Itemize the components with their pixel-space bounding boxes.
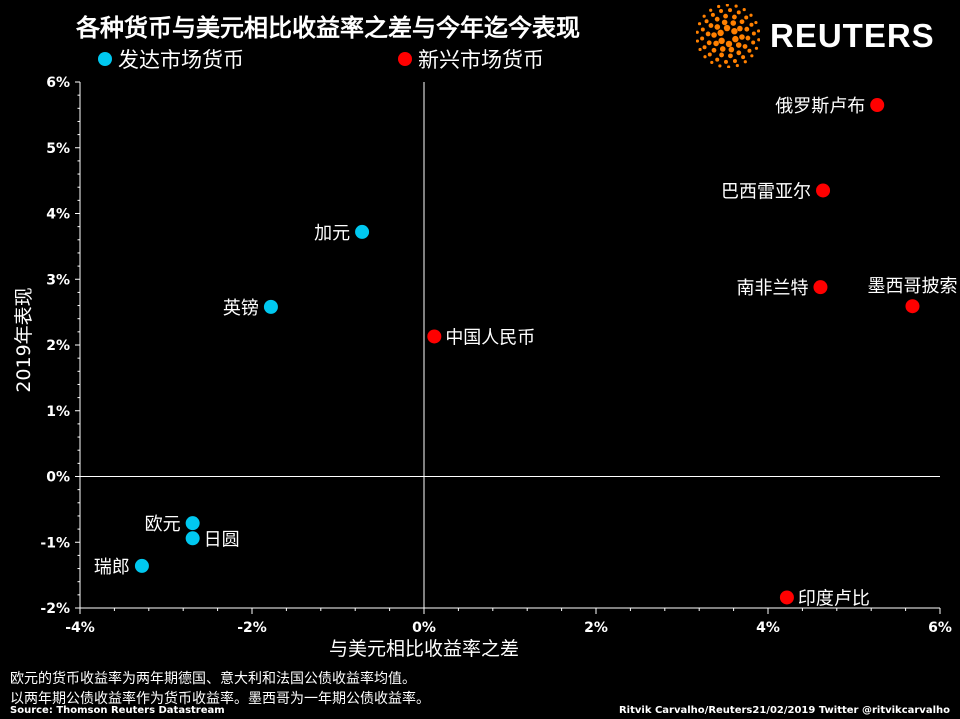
legend-dot-developed (98, 52, 112, 66)
y-tick-label: 3% (46, 272, 70, 288)
reuters-logo: REUTERS (696, 4, 935, 68)
data-point-label: 瑞郎 (94, 557, 130, 578)
data-point (263, 299, 278, 314)
data-point (816, 183, 831, 198)
data-point (870, 98, 885, 113)
chart-title: 各种货币与美元相比收益率之差与今年迄今表现 (76, 14, 580, 42)
y-tick-label: 0% (46, 470, 70, 486)
data-point-label: 印度卢比 (798, 588, 870, 609)
data-point (134, 558, 149, 573)
legend-label-emerging: 新兴市场货币 (418, 48, 544, 72)
y-tick-label: 6% (46, 75, 70, 91)
data-point-label: 英镑 (223, 298, 259, 319)
legend-item-emerging: 新兴市场货币 (398, 44, 544, 74)
data-point-label: 中国人民币 (445, 327, 535, 348)
data-point-label: 巴西雷亚尔 (721, 181, 811, 202)
x-tick-label: -4% (65, 620, 95, 636)
data-point (779, 590, 794, 605)
data-point (427, 329, 442, 344)
x-tick-label: 6% (928, 620, 952, 636)
footnote-1: 欧元的货币收益率为两年期德国、意大利和法国公债收益率均值。 (10, 671, 416, 687)
x-tick-label: -2% (237, 620, 267, 636)
data-point (185, 531, 200, 546)
legend-dot-emerging (398, 52, 412, 66)
data-point (185, 516, 200, 531)
source-note: Source: Thomson Reuters Datastream (10, 705, 225, 716)
data-point-label: 俄罗斯卢布 (775, 96, 865, 117)
brand-name: REUTERS (770, 17, 935, 54)
legend-item-developed: 发达市场货币 (98, 44, 244, 74)
data-point-label: 日圆 (204, 529, 240, 550)
data-point-label: 欧元 (145, 514, 181, 535)
data-point-label: 加元 (314, 223, 350, 244)
data-point-label: 墨西哥披索 (867, 276, 957, 297)
legend-label-developed: 发达市场货币 (118, 48, 244, 72)
data-point (813, 280, 828, 295)
footnote-2: 以两年期公债收益率作为货币收益率。墨西哥为一年期公债收益率。 (10, 691, 430, 707)
data-point-label: 南非兰特 (736, 278, 808, 299)
x-tick-label: 0% (412, 620, 436, 636)
y-tick-label: -1% (40, 535, 70, 551)
credit-note: Ritvik Carvalho/Reuters21/02/2019 Twitte… (618, 705, 950, 716)
y-tick-label: 1% (46, 404, 70, 420)
y-tick-label: 4% (46, 207, 70, 223)
reuters-dot-logo-icon (696, 4, 760, 68)
y-tick-label: 5% (46, 141, 70, 157)
y-tick-label: 2% (46, 338, 70, 354)
data-point (905, 299, 920, 314)
y-tick-label: -2% (40, 601, 70, 617)
x-tick-label: 4% (756, 620, 780, 636)
x-tick-label: 2% (584, 620, 608, 636)
data-point (355, 224, 370, 239)
y-axis-label: 2019年表现 (13, 287, 35, 392)
x-axis-label: 与美元相比收益率之差 (329, 638, 519, 660)
